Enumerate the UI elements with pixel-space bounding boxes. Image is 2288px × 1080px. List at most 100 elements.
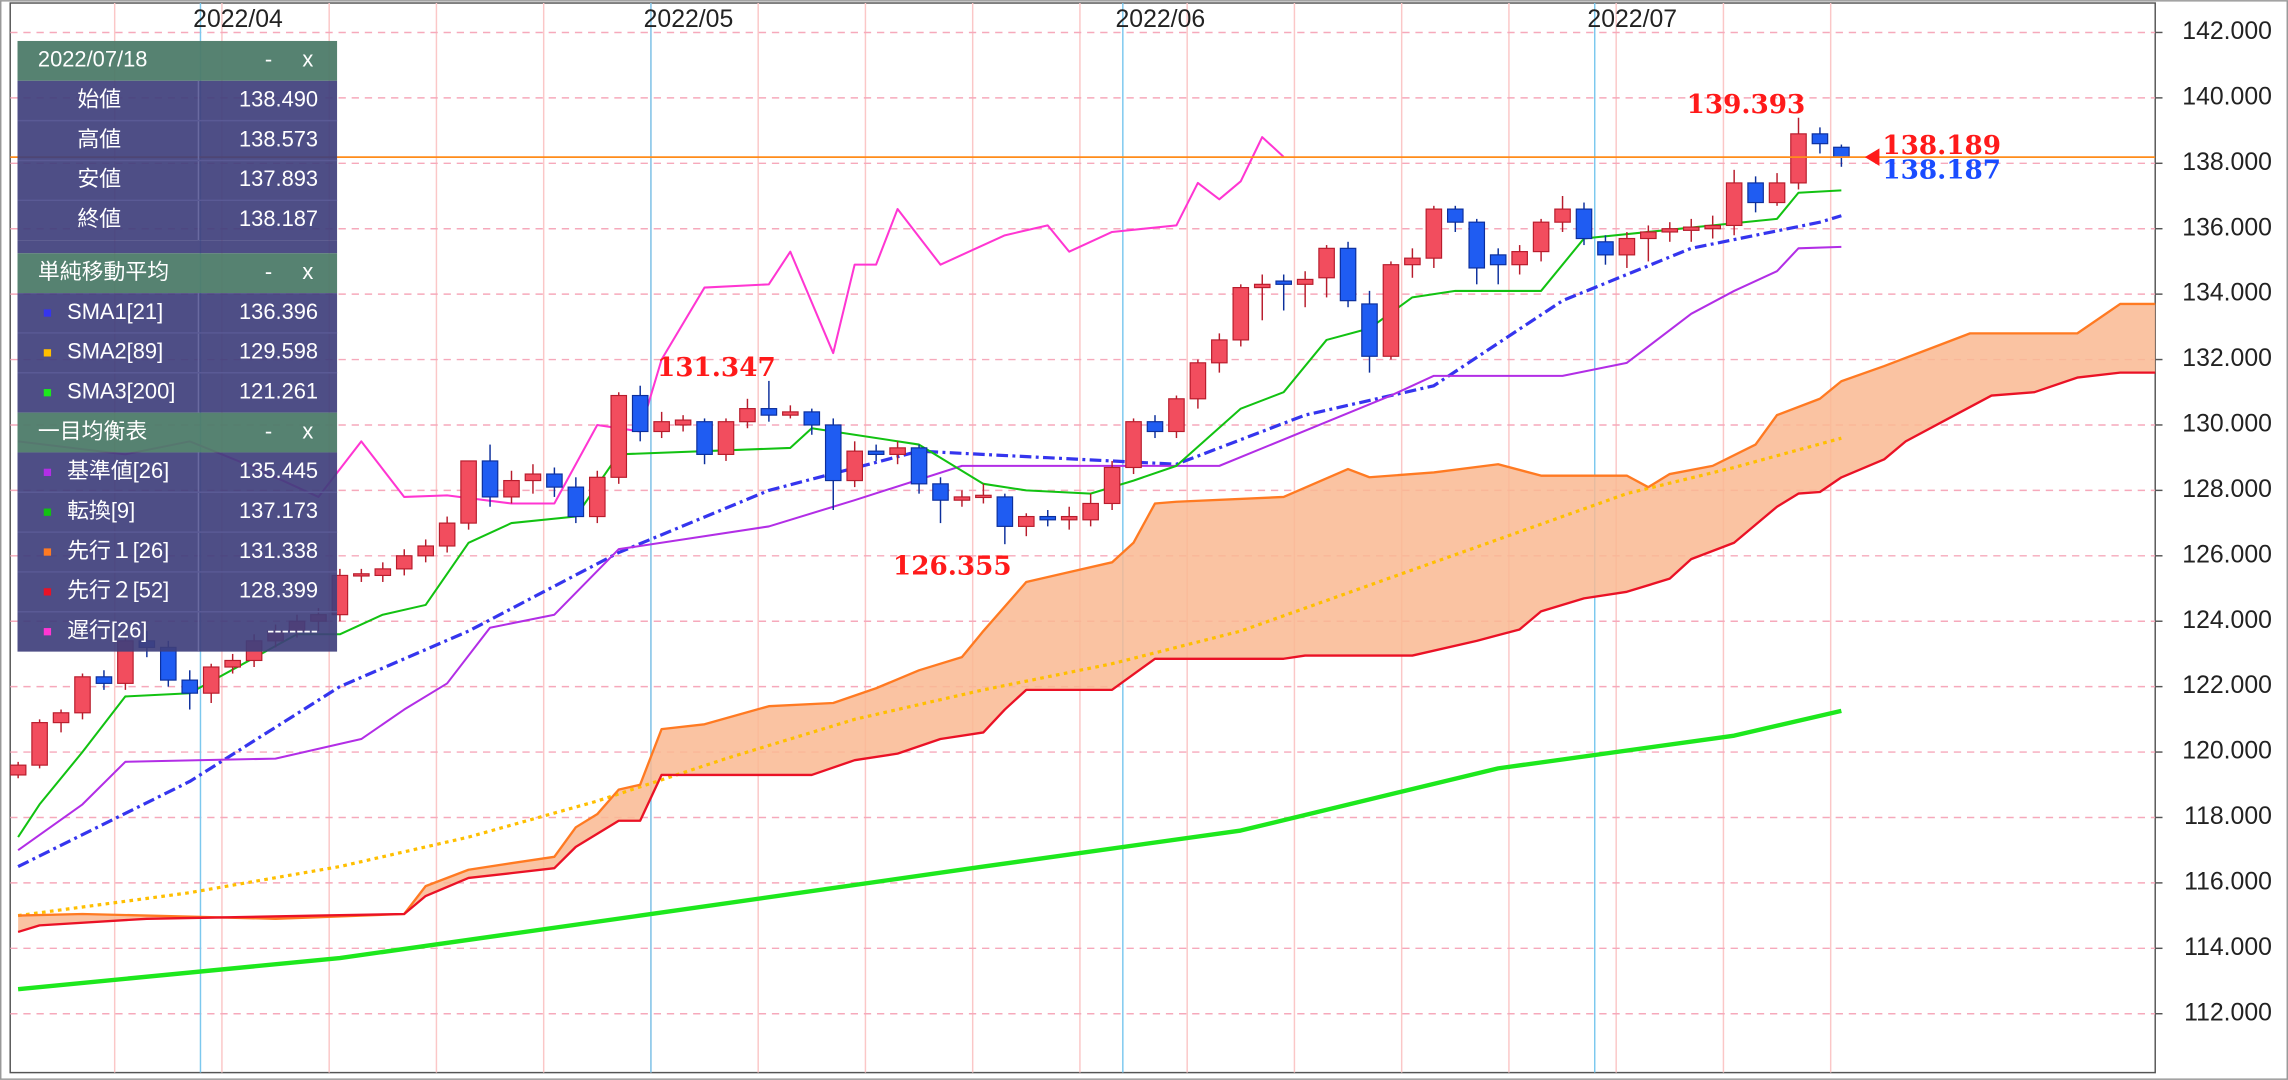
price-label: 138.189 — [1882, 130, 2001, 161]
candle-body — [1382, 264, 1400, 357]
panel-button[interactable]: x — [302, 259, 313, 284]
panel-value: 138.490 — [239, 86, 318, 111]
candle-body — [1361, 303, 1378, 357]
legend-label: SMA3[200] — [67, 378, 175, 403]
panel-label: 高値 — [77, 126, 121, 151]
legend-swatch — [43, 628, 52, 636]
legend-label: SMA1[21] — [67, 299, 163, 324]
panel-value: ------- — [267, 617, 318, 642]
candle-body — [1189, 362, 1207, 400]
panel-value: 138.187 — [239, 206, 318, 231]
candle-body — [889, 447, 906, 455]
candle-body — [803, 411, 821, 426]
candle-body — [353, 573, 370, 577]
candle-body — [1575, 208, 1593, 240]
indicator-line — [17, 136, 1285, 505]
panel-button[interactable]: x — [302, 418, 313, 443]
candle-body — [1296, 278, 1314, 285]
x-tick-label: 2022/04 — [193, 6, 283, 33]
y-tick-label: 128.000 — [2182, 476, 2272, 503]
candle-body — [1704, 224, 1722, 230]
legend-swatch — [43, 468, 52, 477]
legend-swatch — [43, 389, 52, 397]
panel-value: 137.893 — [239, 166, 318, 191]
y-tick-label: 118.000 — [2184, 803, 2272, 830]
legend-label: 基準値[26] — [67, 458, 169, 483]
candle-body — [1253, 283, 1271, 289]
panel-button[interactable]: - — [265, 47, 272, 72]
candle-body — [782, 411, 799, 416]
candle-body — [1725, 182, 1743, 227]
candle-body — [202, 666, 220, 694]
y-tick-label: 142.000 — [2182, 18, 2272, 45]
candle-body — [524, 473, 542, 482]
plot-area — [9, 2, 2156, 1074]
candle-body — [674, 419, 692, 426]
candle-body — [1039, 515, 1057, 521]
panel-button[interactable]: x — [302, 47, 313, 72]
indicator-line — [17, 245, 1842, 852]
y-tick-label: 122.000 — [2182, 672, 2272, 699]
candle-body — [996, 496, 1014, 527]
candle-body — [1640, 231, 1657, 240]
candle-body — [1017, 515, 1035, 527]
indicator-line — [17, 371, 2156, 934]
panel-button[interactable]: - — [265, 418, 272, 443]
candle-body — [1125, 421, 1142, 469]
panel-header — [17, 253, 338, 294]
y-tick-label: 132.000 — [2182, 345, 2272, 372]
y-tick-label: 120.000 — [2182, 738, 2272, 765]
y-tick-label: 136.000 — [2182, 214, 2272, 241]
candle-body — [224, 659, 241, 668]
y-tick-label: 114.000 — [2184, 934, 2272, 961]
legend-label: 転換[9] — [67, 498, 135, 523]
candle-body — [975, 494, 992, 499]
panel-value: 135.445 — [239, 458, 318, 483]
panel-button[interactable]: - — [265, 259, 272, 284]
candle-body — [653, 421, 670, 433]
panel-header — [17, 412, 338, 453]
candle-body — [1103, 466, 1121, 505]
candle-body — [1339, 247, 1357, 302]
candle-body — [503, 479, 520, 498]
candle-body — [932, 483, 949, 501]
legend-label: 先行１[26] — [67, 538, 169, 563]
candle-body — [1790, 133, 1807, 184]
candle-body — [567, 486, 585, 518]
x-tick-label: 2022/07 — [1587, 6, 1677, 33]
panel-value: 129.598 — [239, 339, 318, 364]
cloud-fill — [18, 303, 2156, 932]
candle-body — [95, 676, 113, 684]
candle-body — [1318, 247, 1335, 279]
candle-body — [1682, 226, 1700, 231]
panel-label: 終値 — [77, 206, 121, 231]
candle-body — [1811, 133, 1829, 145]
candle-body — [717, 421, 735, 455]
candle-body — [481, 460, 499, 498]
candle-body — [1275, 280, 1293, 285]
candle-body — [52, 712, 70, 724]
candle-body — [696, 421, 713, 455]
candle-body — [846, 450, 864, 482]
y-tick-label: 112.000 — [2184, 999, 2272, 1026]
candle-body — [824, 424, 842, 482]
grid — [10, 3, 2156, 1073]
panel-header-title: 単純移動平均 — [38, 259, 169, 284]
candle-body — [1833, 146, 1850, 158]
candle-body — [395, 555, 413, 570]
panel-label: 始値 — [77, 86, 121, 111]
y-tick-label: 134.000 — [2182, 280, 2272, 307]
candle-body — [1511, 251, 1528, 266]
y-tick-label: 138.000 — [2182, 149, 2272, 176]
candle-body — [417, 545, 435, 557]
candle-body — [1747, 182, 1764, 204]
legend-swatch — [43, 548, 52, 556]
extreme-label: 126.355 — [893, 551, 1012, 582]
panel-header-title: 2022/07/18 — [38, 47, 147, 72]
panel-value: 131.338 — [239, 538, 318, 563]
candle-body — [1425, 208, 1443, 259]
candle-body — [374, 568, 392, 577]
marks — [10, 117, 2156, 992]
candle-body — [1554, 208, 1571, 223]
legend-swatch — [43, 309, 52, 317]
